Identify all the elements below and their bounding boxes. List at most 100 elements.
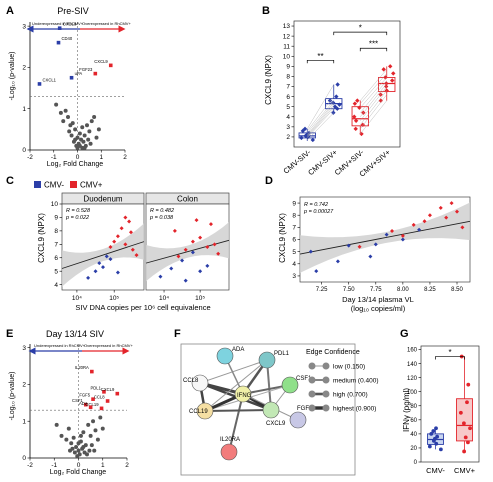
y-tick-label: 7 [286, 84, 290, 91]
point-cmv-pos [400, 233, 405, 238]
nonsig-point [78, 433, 83, 438]
nonsig-point [92, 114, 97, 119]
edge-legend-low-node-b [322, 362, 330, 370]
y-tick-label: 6 [54, 255, 58, 262]
point-cmv-neg [158, 274, 163, 279]
data-point [359, 131, 364, 137]
nonsig-point [68, 448, 73, 453]
point-cmv-pos [205, 245, 210, 249]
y-tick-label: 2 [22, 382, 26, 389]
node-pdl1 [258, 351, 276, 369]
x-tick-label: 0 [77, 462, 81, 469]
point-cmv-pos [183, 247, 188, 252]
paired-line [360, 80, 387, 113]
sig-point-cd40 [56, 40, 61, 45]
point-cmv-pos [444, 215, 449, 220]
y-tick-label: 1 [22, 106, 26, 113]
panel-a-xlabel: Log₂ Fold Change [47, 161, 104, 168]
sig-point-ccl19 [99, 406, 104, 411]
sig-point-label-cd40: CD40 [62, 36, 73, 41]
significance-label: * [359, 24, 362, 33]
significance-label: * [448, 348, 451, 357]
y-tick-label: 9 [292, 200, 296, 207]
point-cmv-neg [205, 263, 210, 268]
panel-b-plot: 2345678910111213CMV-SIV-CMV-SIV+CMV+SIV-… [282, 20, 401, 179]
nonsig-point [72, 450, 77, 455]
point-cmv-pos [128, 230, 133, 235]
box-cmv+ [456, 398, 473, 442]
panel-letter-e: E [6, 328, 13, 340]
legend-label-cmv-neg: CMV- [44, 181, 64, 190]
data-point [353, 126, 358, 132]
y-tick-label: 4 [54, 282, 58, 289]
node-label-ada: ADA [232, 347, 244, 353]
data-point [468, 426, 472, 431]
panel-d-xlabel-line1: Day 13/14 plasma VL [342, 295, 414, 304]
significance-bracket [359, 47, 388, 52]
point-cmv-neg [115, 270, 120, 275]
category-label-cmv+: CMV+ [454, 466, 476, 475]
nonsig-point [98, 415, 103, 420]
y-tick-label: 3 [22, 345, 26, 352]
y-tick-label: 7 [292, 225, 296, 232]
panel-letter-c: C [6, 175, 14, 187]
node-label-il20ra: IL20RA [220, 437, 240, 443]
nonsig-point [77, 131, 82, 136]
sig-point-cxcl9 [108, 63, 113, 68]
panel-d-stat-p: p = 0.00027 [303, 209, 334, 215]
nonsig-point [73, 137, 78, 142]
data-point [332, 104, 338, 109]
paired-line [307, 112, 334, 141]
y-tick-label: 2 [286, 134, 290, 141]
panel-e-title: Day 13/14 SIV [46, 329, 104, 339]
point-cmv-neg [198, 269, 203, 274]
edge-legend-high-node-b [322, 390, 330, 398]
data-point [299, 135, 304, 141]
facet-stat-r: R = 0.528 [66, 208, 91, 214]
point-cmv-pos [438, 205, 443, 210]
nonsig-point [54, 102, 59, 107]
panel-letter-g: G [400, 328, 409, 340]
node-label-ccl8: CCL8 [183, 378, 199, 384]
point-cmv-pos [172, 228, 177, 233]
point-cmv-pos [212, 242, 217, 247]
point-cmv-pos [427, 213, 432, 218]
data-point [438, 447, 443, 452]
sig-point-il20ra [90, 369, 94, 374]
paired-line [360, 94, 387, 129]
data-point [384, 81, 389, 86]
point-cmv-neg [93, 269, 98, 274]
legend-swatch-cmv-neg [34, 181, 41, 188]
data-point [463, 435, 468, 440]
paired-line [307, 84, 334, 129]
y-tick-label: 160 [407, 348, 418, 354]
data-point [352, 101, 358, 106]
significance-label: *** [369, 40, 378, 49]
y-tick-label: 3 [22, 23, 26, 30]
sig-point-label-fgf5: FGF5 [79, 393, 90, 398]
y-tick-label: 100 [407, 390, 418, 396]
nonsig-point [74, 444, 79, 449]
data-point [357, 105, 362, 110]
panel-letter-f: F [174, 328, 181, 340]
node-ccl19 [196, 402, 214, 420]
data-point [330, 100, 336, 105]
paired-line [307, 100, 334, 134]
facet-stat-p: p = 0.022 [65, 215, 89, 221]
nonsig-point [100, 426, 105, 431]
edge-legend-highest-node-a [308, 404, 316, 412]
point-cmv-pos [460, 225, 465, 230]
nonsig-point [80, 125, 85, 130]
paired-line [360, 83, 387, 117]
panel-e-xlabel: Log₂ Fold Change [50, 469, 107, 476]
data-point [334, 94, 339, 99]
nonsig-point [96, 127, 101, 132]
nonsig-point [81, 430, 86, 435]
point-cmv-pos [208, 222, 213, 227]
sig-point-label-pdl1: PDL1 [90, 385, 101, 390]
nonsig-point [89, 443, 94, 448]
data-point [388, 64, 393, 69]
sig-point-label-upa: uPA [75, 71, 83, 76]
edge-confidence-legend: Edge Confidence low (0.150) medium (0.40… [306, 349, 379, 413]
